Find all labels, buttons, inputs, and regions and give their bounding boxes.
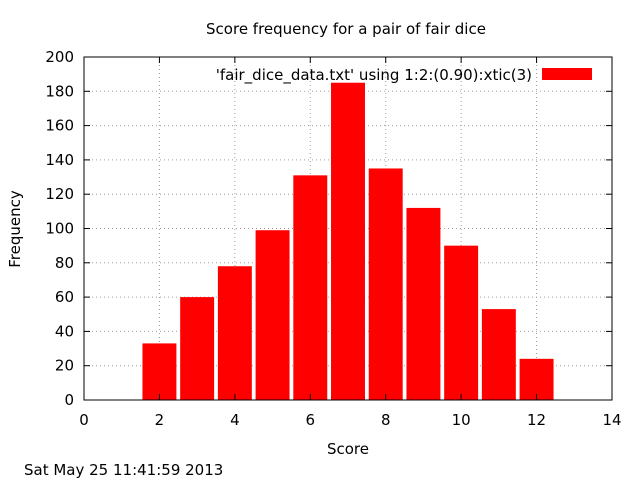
y-tick-label: 60: [55, 288, 74, 306]
bar: [331, 82, 365, 400]
y-tick-label: 120: [45, 185, 74, 203]
y-tick-label: 180: [45, 82, 74, 100]
y-tick-label: 160: [45, 117, 74, 135]
x-tick-label: 0: [79, 411, 89, 429]
x-tick-label: 10: [452, 411, 471, 429]
bar: [217, 266, 252, 400]
bar: [255, 230, 290, 400]
plot-frame: [83, 56, 613, 401]
bar: [368, 168, 403, 400]
y-tick-label: 200: [45, 48, 74, 66]
x-tick-label: 6: [306, 411, 316, 429]
y-tick-label: 80: [55, 254, 74, 272]
x-tick-label: 8: [381, 411, 391, 429]
chart-title: Score frequency for a pair of fair dice: [206, 20, 486, 38]
y-tick-label: 20: [55, 357, 74, 375]
x-tick-label: 2: [155, 411, 165, 429]
y-tick-label: 40: [55, 322, 74, 340]
bar: [406, 207, 441, 400]
bar: [293, 175, 328, 400]
legend-label: 'fair_dice_data.txt' using 1:2:(0.90):xt…: [216, 66, 532, 85]
y-axis-label: Frequency: [6, 190, 24, 268]
bar: [180, 297, 215, 400]
timestamp: Sat May 25 11:41:59 2013: [24, 461, 223, 479]
y-tick-label: 140: [45, 151, 74, 169]
x-tick-label: 4: [230, 411, 240, 429]
legend-swatch: [542, 68, 592, 80]
x-axis-label: Score: [327, 440, 369, 458]
bar-series: [142, 82, 554, 400]
legend: 'fair_dice_data.txt' using 1:2:(0.90):xt…: [216, 66, 592, 85]
axis-ticks: 0 20 40 60 80 100 120 140 160 180 200 0 2 4 6 8 10 12 14: [45, 48, 621, 429]
x-tick-label: 14: [602, 411, 621, 429]
y-tick-label: 100: [45, 220, 74, 238]
x-tick-label: 12: [527, 411, 546, 429]
bar: [481, 309, 516, 400]
bar: [519, 358, 554, 400]
bar: [444, 245, 479, 400]
bar: [142, 343, 177, 400]
y-tick-label: 0: [64, 391, 74, 409]
